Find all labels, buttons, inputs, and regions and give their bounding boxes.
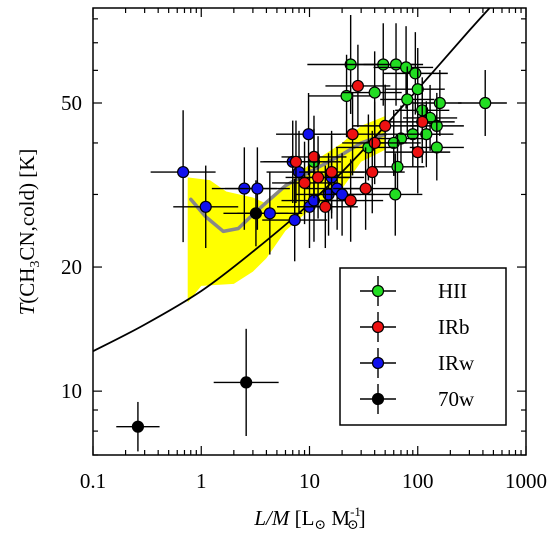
marker [289, 155, 303, 168]
data-point-irw-5 [237, 172, 303, 255]
data-point-irw-4 [224, 147, 290, 230]
data-point-irb-3 [352, 84, 418, 168]
data-points-layer [116, 15, 507, 452]
legend-label: IRw [438, 351, 475, 375]
marker [302, 128, 315, 141]
svg-text:L/M [L⊙ M-1⊙]: L/M [L⊙ M-1 ⊙] [253, 504, 365, 533]
data-point-irb-4 [314, 92, 386, 176]
y-tick-label: 10 [61, 379, 82, 403]
data-point-irb-7 [385, 110, 451, 194]
legend-label: IRb [438, 315, 470, 339]
marker [389, 58, 403, 71]
legend-label: 70w [438, 387, 475, 411]
legend-marker [371, 284, 385, 298]
marker [351, 79, 365, 93]
y-axis-title: T(CH3CN,cold) [K] [15, 149, 43, 316]
y-tick-label: 20 [61, 255, 82, 279]
marker [391, 160, 404, 173]
shaded-band [187, 116, 386, 303]
marker [430, 141, 443, 154]
marker [409, 67, 422, 80]
legend: HII IRb IRw 70w [339, 267, 507, 426]
marker [240, 376, 253, 389]
marker [479, 96, 492, 110]
x-axis-title-var: L/M [253, 506, 291, 530]
data-point-irb-15 [285, 136, 351, 219]
legend-item-irb: IRb [360, 312, 470, 342]
marker [401, 93, 414, 106]
marker [319, 200, 332, 213]
marker [420, 128, 433, 141]
marker [263, 207, 276, 220]
axis-ticks: 0.1 1 10 100 1000 10 20 50 [61, 8, 547, 493]
marker [411, 83, 424, 96]
y-tick-label: 50 [61, 91, 82, 115]
x-tick-label: 1000 [505, 469, 547, 493]
x-tick-label: 10 [299, 469, 320, 493]
data-point-irb-13 [292, 165, 358, 249]
legend-label: HII [438, 279, 467, 303]
data-point-irb-8 [263, 120, 329, 204]
x-axis-title: L/M [L⊙ M-1 ⊙] [253, 504, 365, 533]
data-point-70w-2 [213, 328, 279, 436]
marker [288, 213, 301, 227]
marker [366, 165, 379, 179]
median-curve [189, 132, 387, 234]
legend-marker [371, 320, 385, 334]
legend-marker [371, 392, 385, 406]
marker [344, 194, 357, 207]
y-axis-title-var: T [15, 302, 39, 315]
data-point-irb-12 [318, 159, 384, 242]
marker [346, 128, 359, 141]
x-tick-label: 1 [196, 469, 207, 493]
marker [368, 86, 381, 99]
marker [177, 165, 190, 179]
data-point-hii-17 [399, 101, 454, 168]
data-point-irw-1 [150, 110, 216, 243]
data-point-70w-1 [116, 401, 160, 452]
marker [325, 165, 338, 179]
legend-item-hii: HII [360, 276, 467, 306]
data-point-hii-23 [368, 153, 423, 236]
marker [199, 200, 212, 213]
x-tick-label: 0.1 [80, 469, 106, 493]
marker [368, 136, 381, 150]
marker [131, 420, 145, 433]
marker [311, 171, 325, 184]
data-point-hii-9 [385, 47, 445, 131]
svg-text:T(CH3CN,cold) [K]: T(CH3CN,cold) [K] [15, 149, 43, 316]
legend-item-70w: 70w [360, 384, 475, 414]
median-curve-layer [189, 132, 387, 234]
data-point-irw-6 [262, 178, 328, 262]
marker [251, 182, 264, 195]
marker [359, 182, 372, 195]
marker [411, 146, 424, 159]
marker [389, 188, 402, 201]
shaded-band-layer [187, 116, 386, 303]
data-point-irw-2 [173, 165, 239, 249]
data-point-hii-11 [458, 70, 507, 136]
data-point-hii-7 [342, 51, 402, 134]
plot-area [93, 8, 507, 452]
data-point-irb-1 [325, 44, 391, 128]
legend-marker [371, 356, 385, 370]
data-point-irb-11 [333, 147, 399, 230]
marker [379, 119, 392, 132]
x-tick-label: 100 [402, 469, 434, 493]
marker [433, 96, 446, 110]
data-point-irb-6 [281, 115, 347, 199]
marker [416, 115, 429, 128]
marker [298, 176, 311, 190]
legend-item-irw: IRw [360, 348, 475, 378]
